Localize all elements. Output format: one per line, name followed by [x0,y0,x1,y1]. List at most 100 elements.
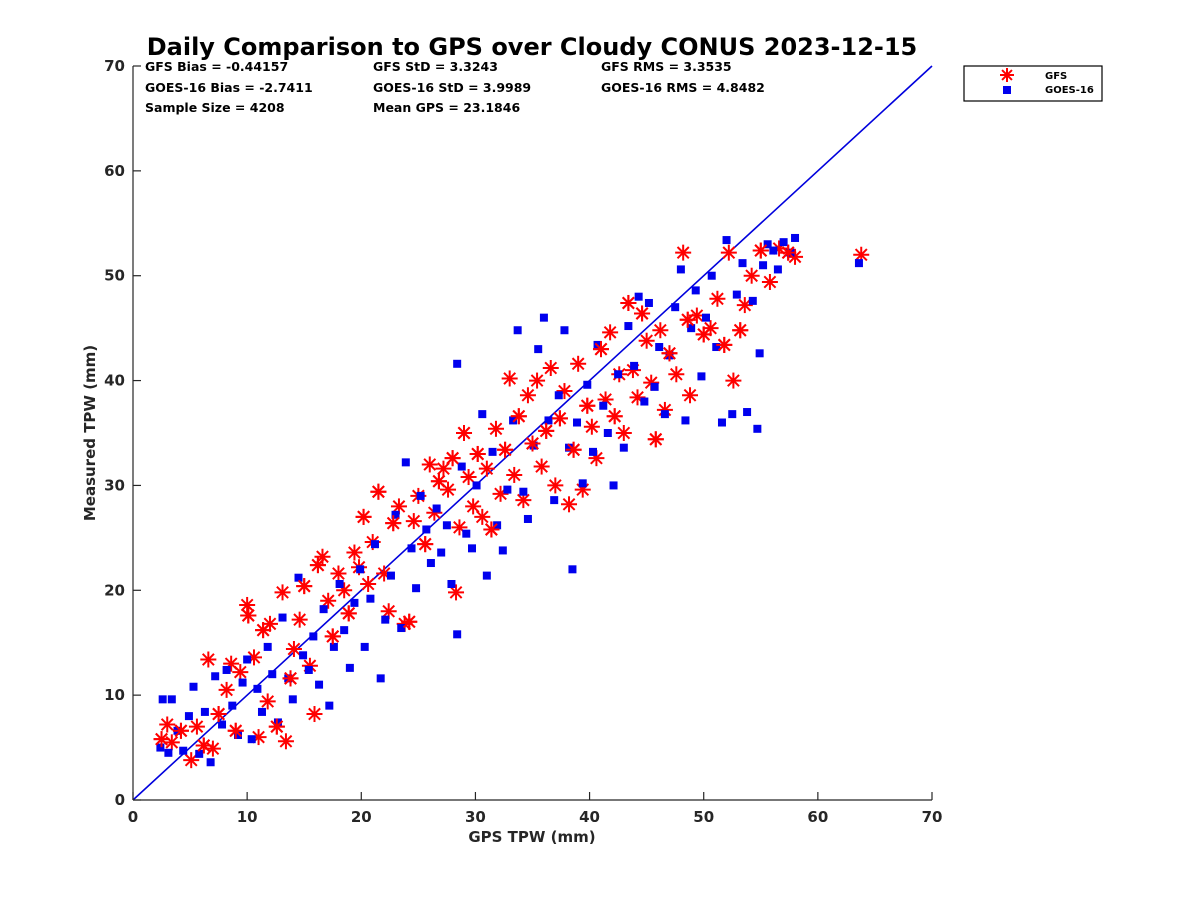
gfs-point [565,441,582,458]
legend: GFS GOES-16 [963,65,1103,102]
goes16-point [554,391,563,400]
goes16-point [407,544,416,553]
gfs-point [456,425,473,441]
goes16-point [634,292,643,301]
goes16-point [717,418,726,427]
gfs-point [487,420,504,437]
stat-goes-std: GOES-16 StD = 3.9989 [373,80,531,95]
goes16-point [753,424,762,433]
gfs-point [780,244,797,261]
gfs-point [736,297,753,314]
legend-goes-marker [1003,86,1011,94]
gfs-point [542,359,559,376]
goes16-point [273,718,282,727]
gfs-point [668,366,685,383]
goes16-point [432,504,441,513]
gfs-point [291,611,308,628]
goes16-point [335,579,344,588]
goes16-point [422,525,431,534]
gfs-point [227,722,244,739]
goes16-point [609,481,618,490]
goes16-point [253,684,262,693]
goes16-point [568,565,577,574]
goes16-point [697,372,706,381]
gfs-point [285,641,302,658]
goes16-point [309,632,318,641]
goes16-point [503,485,512,494]
gfs-point [451,519,468,536]
goes16-point [453,359,462,368]
goes16-point [288,695,297,704]
gfs-point [695,326,712,343]
axes-frame [132,66,932,801]
goes16-point [650,382,659,391]
gfs-point [465,498,482,515]
goes16-point [228,701,237,710]
goes16-point [360,642,369,651]
goes16-point [366,594,375,603]
goes16-point [200,707,209,716]
goes16-point [513,326,522,335]
stat-sample-size: Sample Size = 4208 [145,100,285,115]
goes16-point [578,479,587,488]
chart-title: Daily Comparison to GPS over Cloudy CONU… [147,33,918,61]
goes16-point [644,298,653,307]
goes16-point [482,571,491,580]
goes16-point [184,712,193,721]
goes16-point [687,324,696,333]
goes16-point [386,571,395,580]
gfs-point [570,355,587,372]
x-tick-label: 50 [693,808,714,826]
gfs-point [583,418,600,435]
gfs-point [159,716,176,733]
goes16-point [534,345,543,354]
goes16-point [619,443,628,452]
goes16-point [294,573,303,582]
goes16-point [164,748,173,757]
gfs-point [675,244,692,261]
gfs-point [506,466,523,483]
goes16-point [599,401,608,410]
gfs-point [210,706,227,723]
x-tick-label: 60 [807,808,828,826]
gfs-point [647,431,664,448]
x-tick-label: 30 [465,808,486,826]
goes16-point [350,598,359,607]
goes16-point [370,540,379,549]
goes16-point [356,565,365,574]
legend-goes-label: GOES-16 [1045,85,1094,96]
goes16-point [791,233,800,242]
gfs-point [255,622,272,639]
goes16-point [218,720,227,729]
gfs-point [218,681,235,698]
goes16-point [167,695,176,704]
gfs-point [743,267,760,284]
goes16-point [195,749,204,758]
goes16-point [488,447,497,456]
goes16-point [743,408,752,417]
goes16-point [325,701,334,710]
goes16-point [206,758,215,767]
goes16-point [247,735,256,744]
goes16-point [854,259,863,268]
gfs-point [240,607,257,624]
gfs-point [551,410,568,427]
goes16-point [583,380,592,389]
gfs-point [239,596,256,613]
goes16-point [189,682,198,691]
gfs-point [200,651,217,668]
y-tick-label: 70 [104,57,125,75]
goes16-point [701,313,710,322]
goes16-point [779,238,788,247]
goes16-point [278,613,287,622]
plot-area [132,65,933,801]
goes16-point [472,481,481,490]
gfs-point [282,670,299,687]
gfs-point [524,435,541,452]
legend-goes16-square [1003,86,1011,94]
gfs-point [296,578,313,595]
goes16-point [671,303,680,312]
goes16-point [519,487,528,496]
x-axis: 0 10 20 30 40 50 60 70 [128,792,942,826]
